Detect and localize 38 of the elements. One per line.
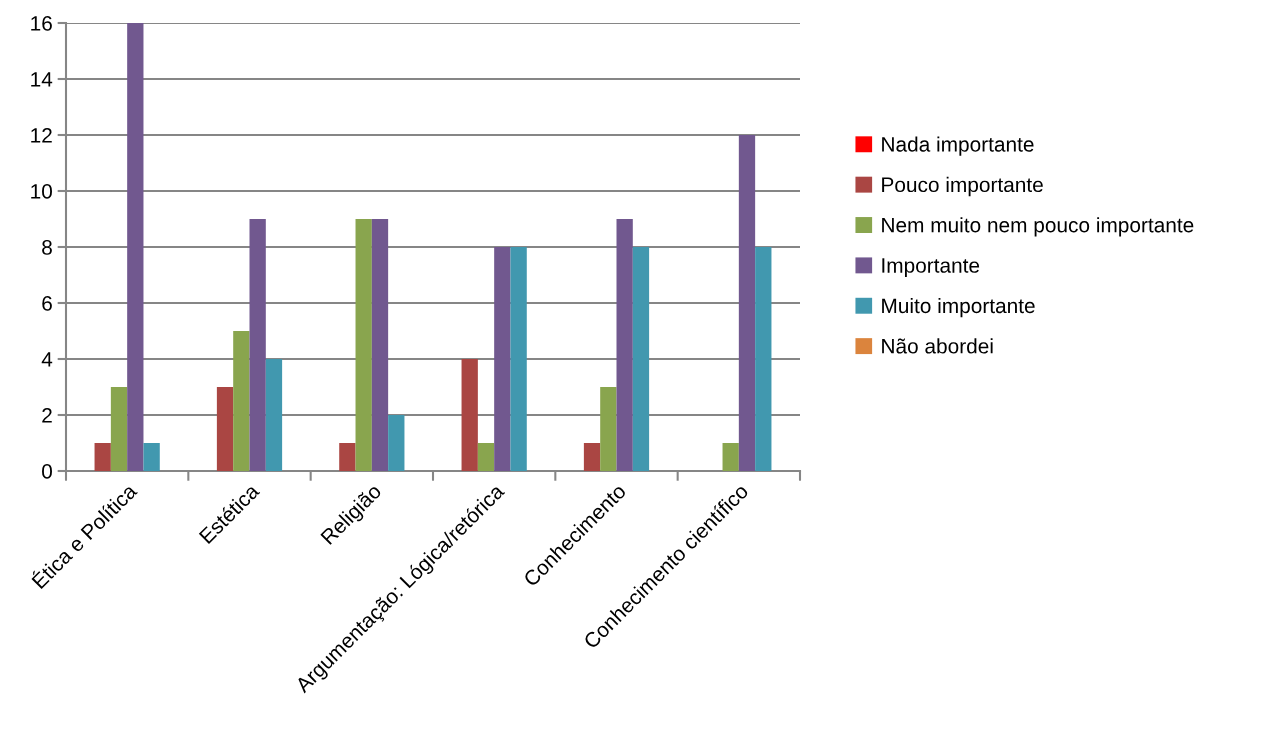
bar [216,387,234,471]
bar [355,219,372,471]
y-tick-label: 10 [31,184,52,199]
bar [632,247,650,471]
legend-label: Nada importante [882,136,1034,156]
legend-label: Pouco importante [882,176,1043,197]
bar [265,359,283,471]
bar [249,219,266,471]
bar [339,443,356,471]
bar [388,415,405,471]
legend-label: Não abordei [882,338,993,354]
legend-label: Importante [882,258,980,277]
bar [494,247,511,471]
bar [510,247,527,471]
bar [371,219,389,471]
y-tick-label: 14 [31,72,53,87]
y-tick-label: 12 [31,128,52,143]
bar [616,219,633,471]
bar [127,23,144,471]
bar [110,387,128,471]
y-tick-label: 2 [42,408,52,423]
bar [738,135,756,471]
bar [583,443,601,471]
legend-label: Muito importante [882,297,1035,318]
legend-label: Nem muito nem pouco importante [882,217,1194,237]
bar [461,359,478,471]
bar [477,443,495,471]
bar [600,387,617,471]
y-tick-label: 4 [41,352,53,367]
bar [94,443,111,471]
y-tick-label: 6 [42,296,52,311]
bar [233,331,250,471]
y-tick-label: 8 [42,240,52,255]
y-tick-label: 16 [31,16,52,31]
y-tick-label: 0 [42,464,52,479]
bar [755,247,772,471]
bar [722,443,739,471]
bar [143,443,160,471]
